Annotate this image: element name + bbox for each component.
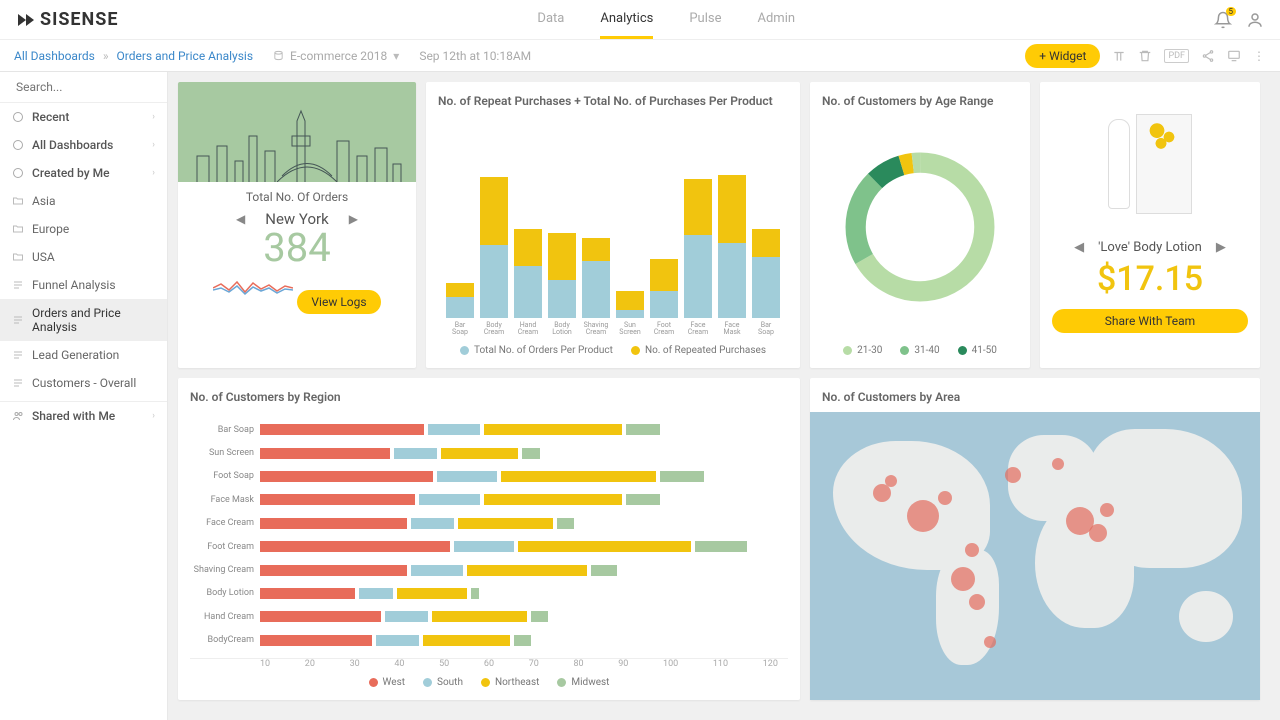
hbar-row: Bar Soap bbox=[260, 423, 778, 436]
hbar-row: Shaving Cream bbox=[260, 564, 778, 577]
world-map[interactable] bbox=[810, 412, 1260, 700]
search-input[interactable] bbox=[16, 80, 168, 94]
skyline-illustration bbox=[178, 82, 416, 182]
sidebar-item-orders-and-price-analysis[interactable]: Orders and Price Analysis bbox=[0, 299, 167, 341]
trash-icon[interactable] bbox=[1138, 49, 1152, 63]
breadcrumb-context[interactable]: E-commerce 2018 ▾ bbox=[273, 49, 399, 63]
hbar-row: BodyCream bbox=[260, 634, 778, 647]
prev-icon[interactable]: ◀ bbox=[236, 212, 245, 226]
map-bubble[interactable] bbox=[907, 500, 939, 532]
map-bubble[interactable] bbox=[1089, 524, 1107, 542]
more-icon[interactable]: ⋮ bbox=[1253, 49, 1266, 63]
sidebar-created-by-me[interactable]: Created by Me› bbox=[0, 159, 167, 187]
hbar-row: Face Cream bbox=[260, 517, 778, 530]
next-icon[interactable]: ▶ bbox=[349, 212, 358, 226]
donut-chart bbox=[835, 142, 1005, 312]
bar-col: FootCream bbox=[650, 259, 678, 337]
top-nav: SISENSE Data Analytics Pulse Admin 5 bbox=[0, 0, 1280, 40]
logo: SISENSE bbox=[16, 9, 118, 30]
sidebar-shared[interactable]: Shared with Me› bbox=[0, 401, 167, 430]
map-bubble[interactable] bbox=[984, 636, 996, 648]
orders-title: Total No. Of Orders bbox=[190, 190, 404, 204]
sidebar: + ⋮ Recent›All Dashboards›Created by Me›… bbox=[0, 72, 168, 720]
donut-legend: 21-3031-4041-50 bbox=[822, 345, 1018, 356]
bar-col: HandCream bbox=[514, 229, 542, 337]
monitor-icon[interactable] bbox=[1227, 49, 1241, 63]
breadcrumb-root[interactable]: All Dashboards bbox=[14, 49, 95, 63]
hbar-row: Hand Cream bbox=[260, 610, 778, 623]
breadcrumb-timestamp: Sep 12th at 10:18AM bbox=[419, 49, 531, 63]
add-widget-button[interactable]: + Widget bbox=[1025, 44, 1100, 68]
product-card: ◀ 'Love' Body Lotion ▶ $17.15 Share With… bbox=[1040, 82, 1260, 368]
sidebar-item-europe[interactable]: Europe bbox=[0, 215, 167, 243]
map-bubble[interactable] bbox=[951, 567, 975, 591]
prev-icon[interactable]: ◀ bbox=[1074, 240, 1084, 255]
pdf-icon[interactable]: PDF bbox=[1164, 49, 1189, 63]
bar-col: FaceCream bbox=[684, 179, 712, 337]
sidebar-item-usa[interactable]: USA bbox=[0, 243, 167, 271]
hbar-row: Face Mask bbox=[260, 493, 778, 506]
nav-tab-analytics[interactable]: Analytics bbox=[600, 1, 653, 39]
map-bubble[interactable] bbox=[969, 594, 985, 610]
bar-col: FaceMask bbox=[718, 175, 746, 337]
bar-col: BarSoap bbox=[446, 283, 474, 337]
hbar-row: Sun Screen bbox=[260, 447, 778, 460]
bar-col: ShavingCream bbox=[582, 238, 610, 337]
nav-tab-pulse[interactable]: Pulse bbox=[689, 1, 721, 39]
breadcrumb-bar: All Dashboards » Orders and Price Analys… bbox=[0, 40, 1280, 72]
hbar-row: Foot Cream bbox=[260, 540, 778, 553]
hbar-row: Body Lotion bbox=[260, 587, 778, 600]
stacked-bar-card: No. of Repeat Purchases + Total No. of P… bbox=[426, 82, 800, 368]
sidebar-item-asia[interactable]: Asia bbox=[0, 187, 167, 215]
product-name: 'Love' Body Lotion bbox=[1098, 240, 1202, 255]
map-bubble[interactable] bbox=[1100, 503, 1114, 517]
map-card: No. of Customers by Area bbox=[810, 378, 1260, 700]
donut-title: No. of Customers by Age Range bbox=[822, 94, 1018, 108]
orders-value: 384 bbox=[190, 228, 404, 268]
sidebar-item-customers-overall[interactable]: Customers - Overall bbox=[0, 369, 167, 397]
region-card: No. of Customers by Region Bar Soap Sun S… bbox=[178, 378, 800, 700]
sidebar-item-funnel-analysis[interactable]: Funnel Analysis bbox=[0, 271, 167, 299]
stacked-title: No. of Repeat Purchases + Total No. of P… bbox=[438, 94, 788, 108]
donut-card: No. of Customers by Age Range 21-3031-40… bbox=[810, 82, 1030, 368]
nav-tab-data[interactable]: Data bbox=[537, 1, 564, 39]
map-bubble[interactable] bbox=[1052, 458, 1064, 470]
sparkline bbox=[213, 276, 293, 298]
region-legend: WestSouthNortheastMidwest bbox=[190, 677, 788, 688]
sidebar-recent[interactable]: Recent› bbox=[0, 103, 167, 131]
bar-col: BodyLotion bbox=[548, 233, 576, 337]
sidebar-all-dashboards[interactable]: All Dashboards› bbox=[0, 131, 167, 159]
user-icon[interactable] bbox=[1246, 11, 1264, 29]
hbar-row: Foot Soap bbox=[260, 470, 778, 483]
next-icon[interactable]: ▶ bbox=[1216, 240, 1226, 255]
map-bubble[interactable] bbox=[885, 475, 897, 487]
share-icon[interactable] bbox=[1201, 49, 1215, 63]
notification-icon[interactable]: 5 bbox=[1214, 11, 1232, 29]
bar-col: SunScreen bbox=[616, 291, 644, 337]
view-logs-button[interactable]: View Logs bbox=[297, 290, 380, 314]
map-title: No. of Customers by Area bbox=[810, 378, 1260, 404]
bar-col: BarSoap bbox=[752, 229, 780, 337]
nav-tab-admin[interactable]: Admin bbox=[757, 1, 795, 39]
stacked-legend: Total No. of Orders Per Product No. of R… bbox=[438, 345, 788, 356]
bar-col: BodyCream bbox=[480, 177, 508, 337]
orders-card: Total No. Of Orders ◀ New York ▶ 384 Vie… bbox=[178, 82, 416, 368]
text-icon[interactable] bbox=[1112, 49, 1126, 63]
region-title: No. of Customers by Region bbox=[190, 390, 788, 404]
breadcrumb-current[interactable]: Orders and Price Analysis bbox=[117, 49, 254, 63]
map-bubble[interactable] bbox=[1005, 467, 1021, 483]
share-team-button[interactable]: Share With Team bbox=[1052, 309, 1248, 333]
sidebar-item-lead-generation[interactable]: Lead Generation bbox=[0, 341, 167, 369]
product-price: $17.15 bbox=[1052, 259, 1248, 299]
product-image bbox=[1052, 94, 1248, 234]
